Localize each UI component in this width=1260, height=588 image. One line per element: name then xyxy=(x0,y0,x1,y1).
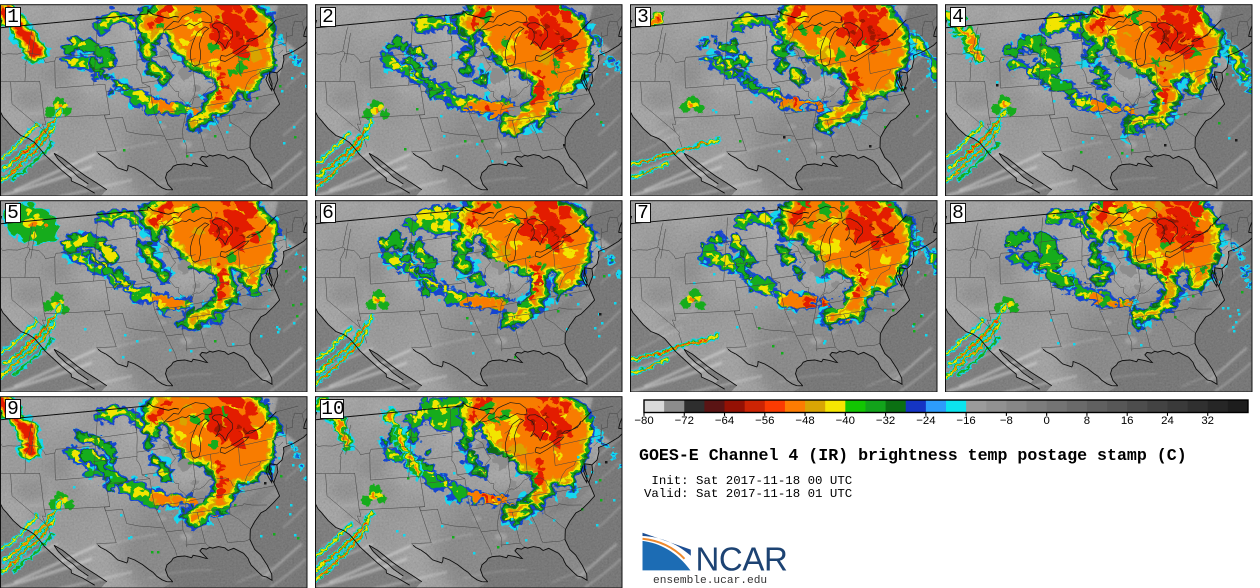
svg-text:NCAR: NCAR xyxy=(696,540,788,576)
